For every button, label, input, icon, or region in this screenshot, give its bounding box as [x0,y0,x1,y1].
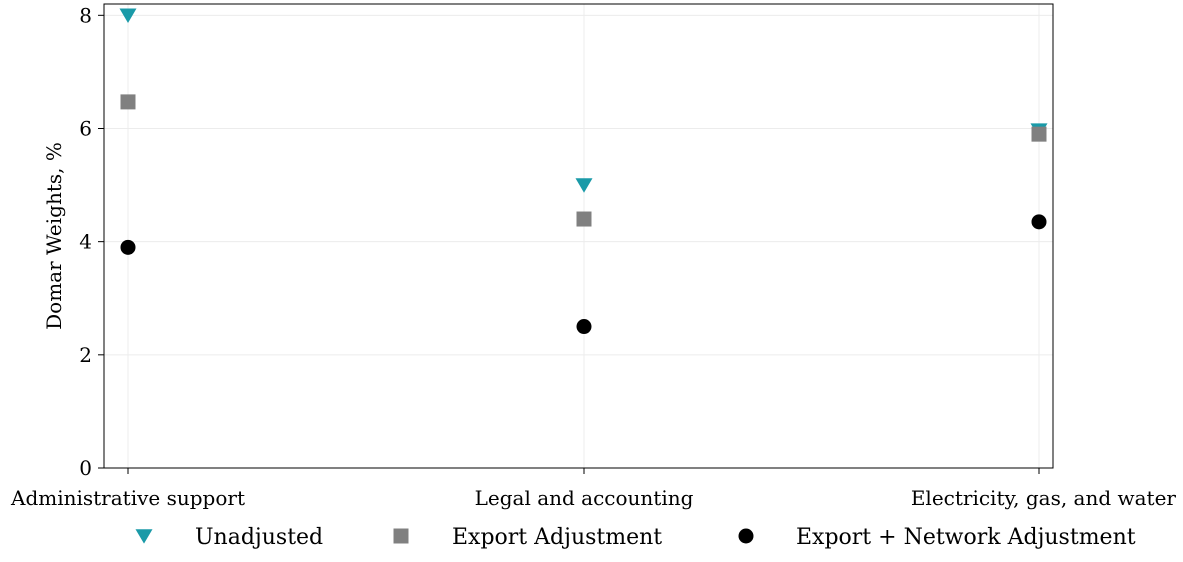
legend-label: Export Adjustment [452,525,662,550]
y-tick-label: 8 [79,3,92,27]
legend-label: Unadjusted [195,525,323,550]
data-point-square [120,94,136,110]
legend-marker-circle [738,528,754,544]
x-tick-label: Legal and accounting [475,486,694,510]
data-point-square [1031,126,1047,142]
x-tick-label: Administrative support [10,486,245,510]
data-marks [119,8,1048,335]
data-point-circle [576,319,592,335]
y-tick-label: 4 [79,230,92,254]
y-axis-label: Domar Weights, % [42,142,66,330]
legend: Unadjusted Export Adjustment Export + Netw… [135,525,1136,550]
axis-ticks: 0 2 4 6 8 Administrative support Legal and acc… [10,3,1176,510]
data-point-circle [120,239,136,255]
y-tick-label: 0 [79,456,92,480]
data-point-triangle-down [119,8,137,23]
plot-area-frame [103,3,1054,469]
x-tick-label: Electricity, gas, and water [911,486,1177,510]
grid [104,4,1053,469]
legend-marker-square [393,528,409,544]
legend-label: Export + Network Adjustment [796,525,1136,550]
y-tick-label: 6 [79,116,92,140]
data-point-circle [1031,214,1047,230]
y-tick-label: 2 [79,343,92,367]
legend-marker-triangle-down [135,529,153,544]
data-point-triangle-down [575,178,593,193]
data-point-square [576,211,592,227]
